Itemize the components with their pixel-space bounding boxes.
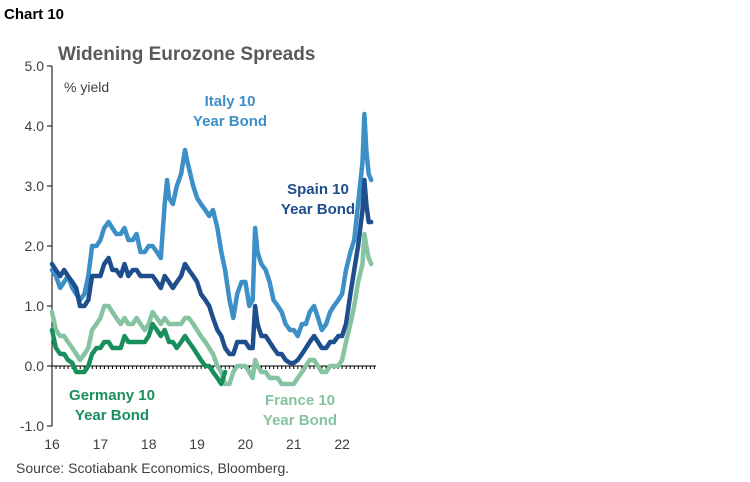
y-tick-label: 3.0 <box>25 178 45 194</box>
series-label-line: Year Bond <box>75 407 149 424</box>
x-tick-label: 19 <box>189 436 205 452</box>
chart-title: Widening Eurozone Spreads <box>58 44 315 65</box>
x-tick-label: 22 <box>334 436 350 452</box>
y-tick-label: -1.0 <box>20 418 44 434</box>
spain-10-year-bond-label: Spain 10 Year Bond <box>281 181 355 218</box>
series-label-line: Italy 10 <box>205 93 256 110</box>
series-label-line: Year Bond <box>193 113 267 130</box>
france-10-year-bond-label: France 10 Year Bond <box>263 392 337 429</box>
italy-10-year-bond-line <box>49 111 374 339</box>
y-axis-label: % yield <box>64 79 109 95</box>
x-tick-label: 20 <box>238 436 254 452</box>
chart-number-label: Chart 10 <box>4 6 65 23</box>
y-tick-label: 5.0 <box>25 58 45 74</box>
germany-10-year-bond-label: Germany 10 Year Bond <box>69 387 155 424</box>
series-label-line: Spain 10 <box>287 181 349 198</box>
x-tick-label: 17 <box>93 436 109 452</box>
series-label-line: Year Bond <box>281 201 355 218</box>
source-note: Source: Scotiabank Economics, Bloomberg. <box>16 460 290 476</box>
y-tick-label: 2.0 <box>25 238 45 254</box>
axes-group: -1.0 0.0 1.0 2.0 3.0 4.0 5.0 16 17 18 19 20 21 22 <box>20 58 376 452</box>
series-label-line: France 10 <box>265 392 335 409</box>
germany-10-year-bond-line <box>49 321 228 387</box>
spain-10-year-bond-line <box>49 177 374 366</box>
y-tick-label: 0.0 <box>25 358 45 374</box>
series-label-line: Germany 10 <box>69 387 155 404</box>
france-10-year-bond-line <box>49 231 374 387</box>
y-tick-label: 1.0 <box>25 298 45 314</box>
series-label-line: Year Bond <box>263 412 337 429</box>
x-tick-label: 21 <box>286 436 302 452</box>
x-tick-label: 18 <box>141 436 157 452</box>
x-tick-label: 16 <box>44 436 60 452</box>
series-lines-group <box>49 111 374 387</box>
italy-10-year-bond-label: Italy 10 Year Bond <box>193 93 267 130</box>
y-tick-label: 4.0 <box>25 118 45 134</box>
